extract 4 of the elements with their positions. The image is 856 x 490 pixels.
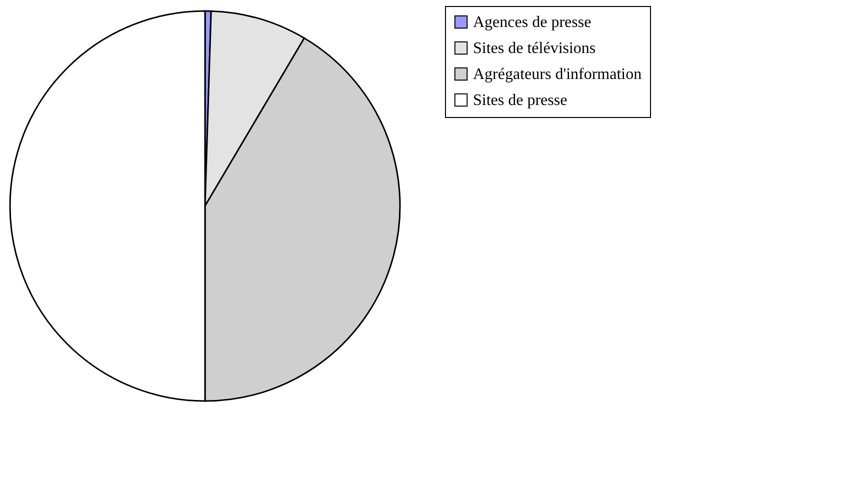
legend-label: Sites de presse <box>473 92 568 109</box>
legend-label: Sites de télévisions <box>473 40 596 57</box>
legend-label: Agences de presse <box>473 14 592 31</box>
legend-label: Agrégateurs d'information <box>473 66 642 83</box>
